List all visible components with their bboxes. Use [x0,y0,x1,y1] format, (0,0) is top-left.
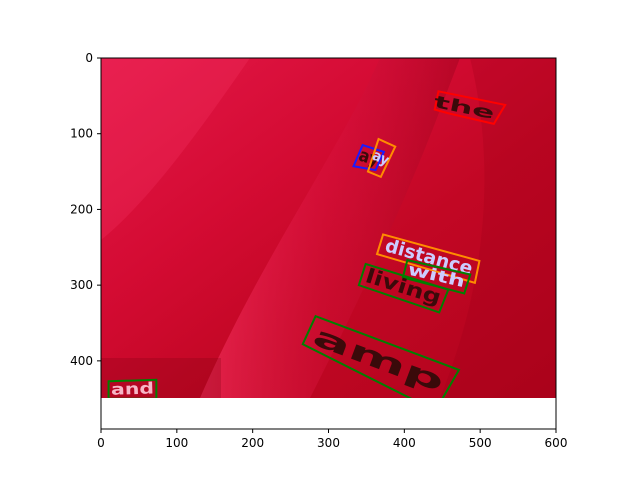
y-tick-label: 100 [70,127,93,141]
x-tick-label: 500 [469,436,492,450]
x-tick-label: 600 [545,436,568,450]
annotation-box-distance [375,233,481,285]
annotation-word-ay: ay [370,147,392,169]
annotation-box-amp [301,314,461,398]
annotation-box-with [401,258,472,295]
photo-image [101,58,556,398]
y-tick-label: 300 [70,278,93,292]
x-tick-label: 300 [317,436,340,450]
x-tick-label: 100 [165,436,188,450]
x-tick-label: 400 [393,436,416,450]
annotation-box-ay [352,143,386,172]
annotation-box-living [357,262,450,314]
annotation-box-the [433,90,507,126]
x-tick-label: 0 [97,436,105,450]
x-axis: 0 100 200 300 400 500 600 [97,429,567,450]
annotation-word-and: and [111,378,155,398]
y-tick-label: 400 [70,354,93,368]
y-axis: 0 100 200 300 400 [70,51,101,368]
annotation-box-ay [366,137,397,179]
x-tick-label: 200 [241,436,264,450]
y-tick-label: 0 [85,51,93,65]
y-tick-label: 200 [70,202,93,216]
annotation-box-and [107,378,158,398]
